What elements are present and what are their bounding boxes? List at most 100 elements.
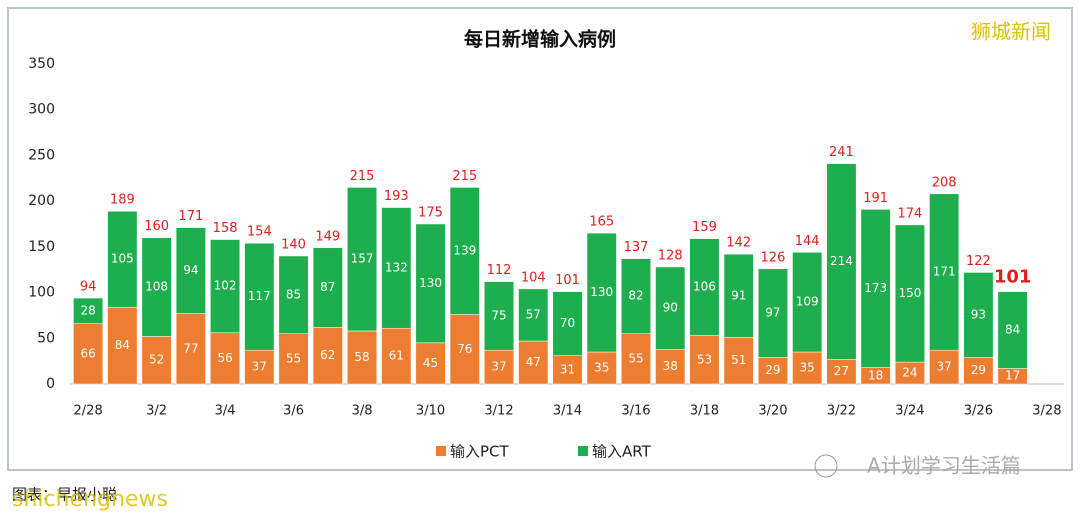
value-label: 35 xyxy=(594,361,609,375)
value-label: 61 xyxy=(389,349,404,363)
x-tick-label: 3/10 xyxy=(416,404,445,419)
y-tick-label: 200 xyxy=(28,193,55,209)
x-tick-label: 3/2 xyxy=(146,404,167,419)
value-label: 171 xyxy=(933,265,956,279)
total-label: 159 xyxy=(692,220,717,235)
value-label: 214 xyxy=(830,254,853,268)
bar-segment xyxy=(826,359,857,385)
value-label: 173 xyxy=(864,281,887,295)
total-label: 208 xyxy=(932,175,957,190)
total-label: 241 xyxy=(829,145,854,160)
bar-segment xyxy=(552,291,583,356)
bar-segment xyxy=(449,187,480,315)
bar-segment xyxy=(107,306,138,385)
value-label: 82 xyxy=(628,289,643,303)
total-label: 101 xyxy=(994,267,1032,288)
total-label: 140 xyxy=(281,238,306,253)
value-label: 29 xyxy=(971,363,986,377)
bar-segment xyxy=(141,237,172,337)
x-tick-label: 3/12 xyxy=(484,404,513,419)
value-label: 37 xyxy=(491,360,506,374)
value-label: 53 xyxy=(697,352,712,366)
value-label: 28 xyxy=(80,303,95,317)
legend-label: 输入ART xyxy=(592,443,652,461)
x-tick-label: 3/24 xyxy=(895,404,924,419)
total-label: 215 xyxy=(452,169,477,184)
total-label: 142 xyxy=(726,236,751,251)
value-label: 52 xyxy=(149,353,164,367)
bar-segment xyxy=(415,342,446,385)
total-label: 165 xyxy=(589,215,614,230)
bar-segment xyxy=(244,349,275,385)
source-note: 图表：早报小聪 xyxy=(12,486,117,504)
bar-segment xyxy=(415,223,446,344)
value-label: 35 xyxy=(800,361,815,375)
wechat-icon xyxy=(814,454,838,478)
value-label: 109 xyxy=(796,295,819,309)
value-label: 130 xyxy=(590,285,613,299)
bar-segment xyxy=(757,268,788,358)
value-label: 17 xyxy=(1005,369,1020,383)
x-tick-label: 3/26 xyxy=(964,404,993,419)
bar-segment xyxy=(312,327,343,385)
y-tick-label: 100 xyxy=(28,285,55,301)
legend-swatch xyxy=(436,446,446,456)
total-label: 171 xyxy=(178,209,203,224)
bar-segment xyxy=(347,187,378,332)
y-tick-label: 300 xyxy=(28,102,55,118)
x-tick-label: 3/20 xyxy=(758,404,787,419)
value-label: 91 xyxy=(731,288,746,302)
value-label: 29 xyxy=(765,363,780,377)
value-label: 108 xyxy=(145,280,168,294)
value-label: 66 xyxy=(80,346,95,360)
total-label: 122 xyxy=(966,254,991,269)
value-label: 58 xyxy=(354,350,369,364)
value-label: 90 xyxy=(663,301,678,315)
bar-segment xyxy=(997,291,1028,369)
value-label: 27 xyxy=(834,364,849,378)
bar-segment xyxy=(655,266,686,350)
x-tick-label: 2/28 xyxy=(74,404,103,419)
x-tick-label: 3/6 xyxy=(283,404,304,419)
total-label: 158 xyxy=(213,221,238,236)
value-label: 84 xyxy=(115,338,130,352)
bar-segment xyxy=(963,272,994,358)
value-label: 56 xyxy=(217,351,232,365)
total-label: 149 xyxy=(315,229,340,244)
bar-segment xyxy=(244,242,275,351)
value-label: 94 xyxy=(183,263,198,277)
bar-segment xyxy=(518,288,549,342)
value-label: 38 xyxy=(663,359,678,373)
total-label: 144 xyxy=(795,234,820,249)
total-label: 126 xyxy=(761,250,786,265)
value-label: 93 xyxy=(971,307,986,321)
bar-segment xyxy=(621,333,651,385)
total-label: 154 xyxy=(247,225,272,240)
value-label: 70 xyxy=(560,316,575,330)
total-label: 193 xyxy=(384,189,409,204)
bar-segment xyxy=(586,232,617,353)
total-label: 104 xyxy=(521,270,546,285)
bar-segment xyxy=(278,333,309,385)
bar-segment xyxy=(689,238,720,336)
x-tick-label: 3/8 xyxy=(352,404,373,419)
total-label: 191 xyxy=(863,191,888,206)
bar-segment xyxy=(894,224,925,363)
bar-segment xyxy=(73,323,104,385)
bar-segment xyxy=(655,349,686,385)
value-label: 57 xyxy=(526,307,541,321)
brand-watermark: 狮城新闻 xyxy=(971,20,1051,44)
bar-segment xyxy=(689,335,720,385)
y-tick-label: 0 xyxy=(46,376,55,392)
value-label: 87 xyxy=(320,280,335,294)
value-label: 62 xyxy=(320,348,335,362)
value-label: 117 xyxy=(248,289,271,303)
bar-segment xyxy=(929,193,960,351)
value-label: 132 xyxy=(385,260,408,274)
bar-segment xyxy=(963,357,994,385)
x-tick-label: 3/14 xyxy=(553,404,582,419)
bar-segment xyxy=(860,209,891,368)
value-label: 31 xyxy=(560,362,575,376)
bar-segment xyxy=(107,210,138,308)
bar-segment xyxy=(175,227,206,314)
